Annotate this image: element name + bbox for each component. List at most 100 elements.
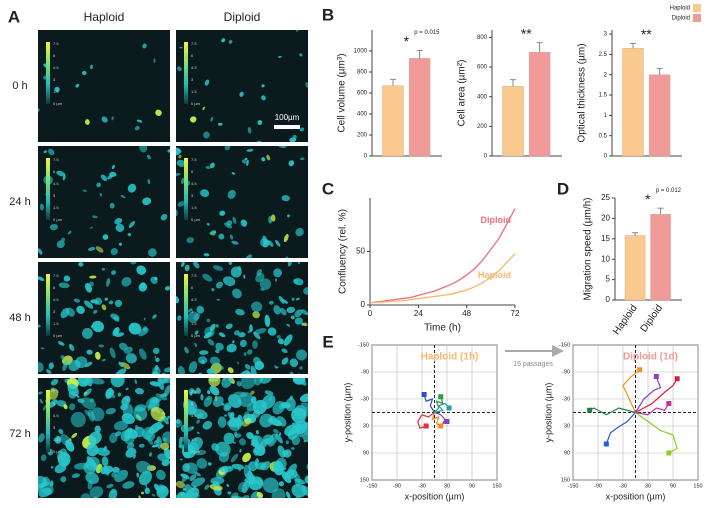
- cell: [190, 116, 197, 123]
- track-end: [587, 407, 593, 413]
- cell: [202, 420, 213, 430]
- cell: [228, 262, 233, 265]
- colorbar-tick-label: 4.5: [191, 181, 197, 186]
- cell: [223, 432, 235, 445]
- cell: [243, 352, 247, 356]
- cell: [196, 419, 201, 424]
- cell: [275, 239, 281, 247]
- cell: [283, 334, 293, 346]
- colorbar-tick-label: 4.5: [53, 181, 59, 186]
- cell: [278, 499, 296, 508]
- cell: [284, 469, 298, 480]
- cell: [239, 370, 250, 374]
- colorbar-tick-label: 6: [191, 401, 194, 406]
- cell: [212, 230, 217, 234]
- cell: [142, 197, 152, 206]
- y-tick-label: 800: [357, 70, 368, 76]
- trajectory: [434, 402, 450, 414]
- cell: [48, 148, 55, 156]
- cell: [299, 127, 305, 132]
- cell: [181, 262, 185, 268]
- panel-label: A: [8, 7, 20, 26]
- cell: [272, 428, 279, 434]
- cell: [234, 416, 241, 425]
- colorbar-tick-label: 1.5: [191, 89, 197, 94]
- x-tick-label: 72: [511, 309, 520, 318]
- cell: [86, 443, 99, 457]
- cell: [167, 149, 170, 153]
- cell: [242, 159, 247, 164]
- cell: [121, 395, 131, 406]
- cell: [273, 460, 284, 476]
- cell: [57, 341, 65, 346]
- cell: [202, 273, 213, 282]
- cell: [246, 148, 254, 152]
- cell: [85, 472, 99, 484]
- cell: [273, 268, 283, 278]
- cell: [209, 385, 220, 396]
- cell: [215, 281, 223, 289]
- cell: [285, 491, 291, 498]
- cell: [279, 467, 287, 472]
- cell: [78, 262, 84, 267]
- cell: [219, 210, 226, 216]
- cell: [189, 391, 193, 396]
- trajectory: [417, 412, 435, 430]
- cell: [206, 318, 211, 323]
- colorbar-tick-label: 6: [53, 169, 56, 174]
- cell: [98, 344, 105, 348]
- cell: [179, 46, 183, 49]
- cell: [209, 162, 215, 169]
- colorbar-tick-label: 4.5: [53, 65, 59, 70]
- cell: [114, 332, 125, 338]
- colorbar: [184, 390, 188, 452]
- track-end: [438, 394, 444, 400]
- cell: [86, 456, 98, 469]
- cell: [100, 174, 108, 182]
- track-end: [446, 405, 452, 411]
- cell: [192, 408, 208, 419]
- cell: [243, 274, 246, 279]
- cell: [120, 429, 132, 442]
- track-end: [653, 374, 659, 379]
- x-tick-label: -90: [594, 483, 602, 489]
- cell: [234, 433, 242, 438]
- cell: [130, 262, 137, 265]
- cell: [185, 487, 200, 498]
- cell: [54, 435, 62, 444]
- cell: [68, 343, 75, 352]
- cell: [82, 189, 87, 192]
- y-tick-label: 10: [601, 254, 610, 263]
- cell: [187, 311, 199, 323]
- colorbar-tick-label: 6: [53, 53, 56, 58]
- y-tick-label: 20: [601, 214, 610, 223]
- cell: [299, 378, 307, 386]
- cell: [297, 501, 302, 505]
- cell: [267, 327, 277, 336]
- cell: [177, 315, 182, 321]
- cell: [236, 361, 239, 365]
- cell: [108, 488, 118, 498]
- cell: [56, 170, 66, 177]
- cell: [125, 353, 137, 364]
- track-end: [444, 419, 450, 424]
- y-axis-label: Cell area (µm²): [457, 60, 468, 127]
- cell: [232, 441, 236, 444]
- cell: [239, 339, 247, 348]
- colorbar: [184, 274, 188, 336]
- bar: [408, 58, 431, 157]
- cell: [155, 484, 166, 494]
- colorbar-tick-label: 0 µm: [53, 101, 63, 106]
- cell: [176, 172, 181, 177]
- cell: [222, 276, 236, 287]
- colorbar: [46, 158, 50, 220]
- cell: [133, 406, 148, 421]
- cell: [198, 356, 208, 365]
- cell: [71, 473, 80, 479]
- cell: [118, 242, 122, 246]
- cell: [144, 503, 152, 508]
- cell: [282, 299, 289, 304]
- cell: [138, 495, 142, 498]
- cell: [215, 441, 231, 457]
- cell: [106, 278, 111, 287]
